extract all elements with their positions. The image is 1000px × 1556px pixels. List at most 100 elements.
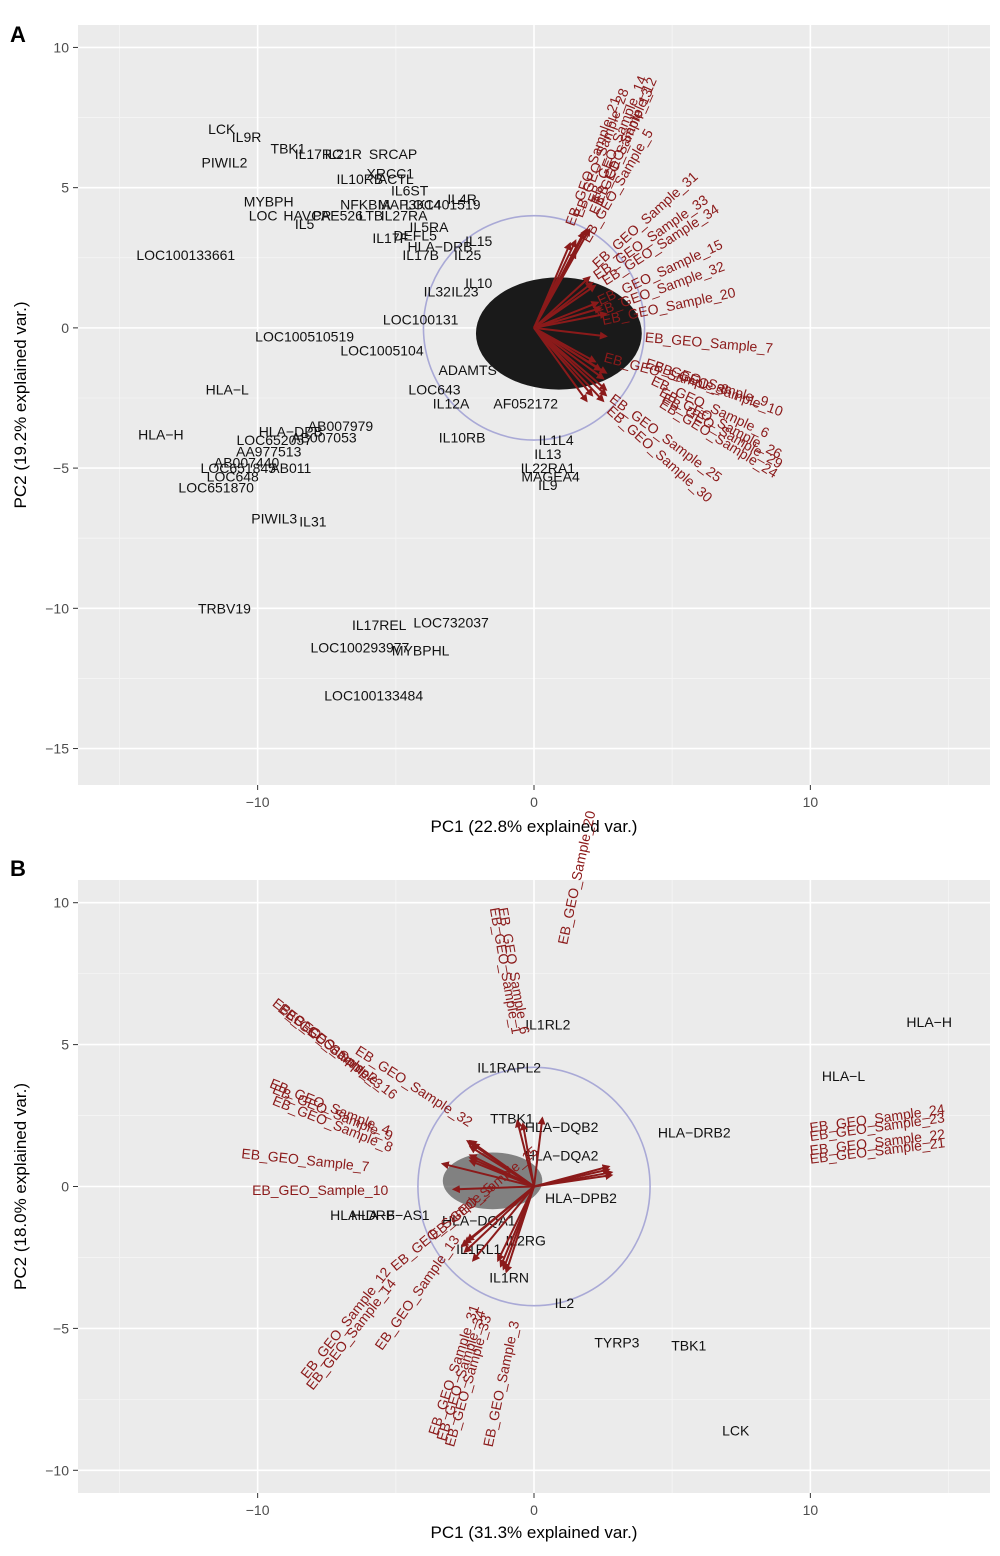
panela-gene-label: PIWIL3 bbox=[251, 511, 297, 527]
panela-gene-label: AB011 bbox=[270, 460, 311, 476]
panela-x-tick-label: 0 bbox=[530, 794, 538, 810]
panela-gene-label: IL13 bbox=[534, 446, 561, 462]
panelb-gene-label: IL1RAPL2 bbox=[477, 1059, 541, 1075]
panela-dense-label-cluster bbox=[475, 277, 642, 390]
panela-gene-label: IL32 bbox=[424, 283, 451, 299]
panela-sample-arrow bbox=[533, 311, 608, 329]
panela-gene-label: AB007053 bbox=[291, 429, 357, 445]
panelb-gene-label: HLA−DPB2 bbox=[545, 1190, 617, 1206]
panela-y-axis-title: PC2 (19.2% explained var.) bbox=[11, 302, 30, 509]
panela-gene-label: MYBPHL bbox=[392, 642, 450, 658]
panelb-sample-arrow bbox=[533, 1172, 614, 1188]
panelb-dense-label-cluster bbox=[442, 1152, 543, 1210]
panelb-sample-arrow bbox=[440, 1161, 535, 1188]
panela-gene-label: IL22RA1 bbox=[521, 460, 576, 476]
panela-gene-label: TBK1 bbox=[271, 140, 306, 156]
panela-gene-label: SRCAP bbox=[369, 146, 417, 162]
panelb-gene-label: TYRP3 bbox=[594, 1335, 639, 1351]
panelb-x-tick-label: 0 bbox=[530, 1502, 538, 1518]
panela-sample-arrow bbox=[533, 276, 591, 329]
panela-gene-label: LOC100133661 bbox=[136, 247, 235, 263]
panela-y-tick-label: 10 bbox=[53, 39, 69, 55]
panelb-y-tick-label: −5 bbox=[53, 1320, 69, 1336]
panela-gene-label: XRCC1 bbox=[367, 166, 415, 182]
panelb-sample-arrow bbox=[451, 1185, 535, 1194]
panela-gene-label: AB007440 bbox=[214, 454, 280, 470]
panela-gene-label: IL15 bbox=[465, 233, 492, 249]
panela-y-tick-label: −5 bbox=[53, 460, 69, 476]
panela-x-axis-title: PC1 (22.8% explained var.) bbox=[431, 817, 638, 836]
panela-gene-label: AA977513 bbox=[236, 443, 302, 459]
panela-gene-label: DEFL5 bbox=[393, 227, 437, 243]
panelb-x-tick-label: −10 bbox=[246, 1502, 270, 1518]
panelb-y-tick-label: 10 bbox=[53, 895, 69, 911]
panela-gene-label: IL17REL bbox=[352, 617, 407, 633]
panela-gene-label: IL31 bbox=[299, 513, 326, 529]
panela-gene-label: LOC100131 bbox=[383, 311, 459, 327]
panelb-sample-arrow bbox=[468, 1159, 535, 1188]
panelb-gene-label: HLA−DQA2 bbox=[525, 1147, 599, 1163]
panela-gene-label: LTB bbox=[359, 208, 384, 224]
panela-x-tick-label: 10 bbox=[803, 794, 819, 810]
panela-sample-arrow bbox=[533, 327, 605, 380]
panelb-gene-label: HLA−L bbox=[822, 1068, 865, 1084]
panela-gene-label: NFKBIA bbox=[340, 196, 391, 212]
panelb-gene-label: HLA−DQB2 bbox=[525, 1119, 599, 1135]
panelb-gene-label: HLA−DRB2 bbox=[658, 1125, 731, 1141]
panelb-y-tick-label: 0 bbox=[61, 1179, 69, 1195]
panela-gene-label: LCK bbox=[208, 121, 236, 137]
panela-gene-label: LOC100293977 bbox=[310, 640, 409, 656]
panelb-gene-label: TBK1 bbox=[671, 1337, 706, 1353]
panela-gene-label: LOC652057 bbox=[236, 432, 312, 448]
panelb-x-axis-title: PC1 (31.3% explained var.) bbox=[431, 1523, 638, 1542]
panela-gene-label: IL27RA bbox=[381, 208, 428, 224]
panela-gene-label: IL4R bbox=[447, 191, 477, 207]
panela-gene-label: IL25 bbox=[454, 247, 481, 263]
panela-gene-label: HAVCR bbox=[283, 208, 331, 224]
panela-gene-label: IL5RA bbox=[410, 219, 450, 235]
panela-gene-label: AF052172 bbox=[493, 396, 558, 412]
panela-gene-label: LOC732037 bbox=[413, 614, 489, 630]
panelb-gene-label: IL2 bbox=[555, 1295, 575, 1311]
panela-gene-label: PAE526 bbox=[313, 208, 364, 224]
panela-gene-label: IL10RB bbox=[337, 171, 384, 187]
panela-gene-label: LOC100133484 bbox=[324, 687, 423, 703]
panela-gene-label: HLA−L bbox=[206, 382, 249, 398]
panelb-sample-arrow bbox=[533, 1116, 546, 1187]
panelb-gene-label: HLA−H bbox=[906, 1014, 952, 1030]
panela-gene-label: ADAMTS bbox=[439, 362, 497, 378]
panelb-sample-arrow bbox=[520, 1122, 535, 1187]
panelb-sample-arrow bbox=[504, 1186, 535, 1274]
panela-sample-arrow bbox=[533, 301, 600, 329]
panela-gene-label: MAP3K14 bbox=[378, 196, 441, 212]
panela-gene-label: HLA−DPB bbox=[259, 424, 323, 440]
panelb-sample-arrow bbox=[471, 1185, 535, 1262]
panelb-y-axis-title: PC2 (18.0% explained var.) bbox=[11, 1083, 30, 1290]
panela-y-tick-label: 0 bbox=[61, 320, 69, 336]
panela-gene-label: HLA−H bbox=[138, 426, 184, 442]
panelb-gene-label: LCK bbox=[722, 1423, 750, 1439]
panelb-gene-label: HLA−F−AS1 bbox=[351, 1207, 430, 1223]
panela-gene-label: IL6ST bbox=[391, 182, 429, 198]
panela-gene-label: LOC100510519 bbox=[255, 328, 354, 344]
panelb-sample-label: EB_GEO_Sample_10 bbox=[252, 1182, 388, 1198]
panelb-sample-arrow bbox=[463, 1185, 535, 1254]
panela-gene-label: IL5 bbox=[295, 216, 315, 232]
panela-gene-label: MAGEA4 bbox=[521, 469, 580, 485]
panel-a-letter: A bbox=[10, 22, 26, 47]
panela-sample-arrow bbox=[533, 326, 608, 340]
panela-correlation-circle bbox=[422, 214, 646, 441]
panela-y-tick-label: −10 bbox=[45, 600, 69, 616]
panel-b-biplot: −10 0 10 10 5 0 −5 −10 HLA−H HLA−L IL1RL2 IL1RAPL2 T… bbox=[11, 809, 990, 1542]
panela-gene-label: ACTL bbox=[378, 171, 414, 187]
panela-gene-label: LOC648 bbox=[207, 469, 259, 485]
panela-gene-label: IL10RB bbox=[439, 429, 486, 445]
panelb-gene-label: IL1RL2 bbox=[525, 1017, 570, 1033]
panela-gene-label: IL9 bbox=[538, 477, 558, 493]
panela-gene-label: LOC401519 bbox=[405, 196, 481, 212]
panelb-y-tick-label: −10 bbox=[45, 1462, 69, 1478]
panela-gene-label: IL21R bbox=[325, 146, 362, 162]
panelb-y-tick-label: 5 bbox=[61, 1037, 69, 1053]
panela-gene-label: IL17F bbox=[372, 230, 408, 246]
